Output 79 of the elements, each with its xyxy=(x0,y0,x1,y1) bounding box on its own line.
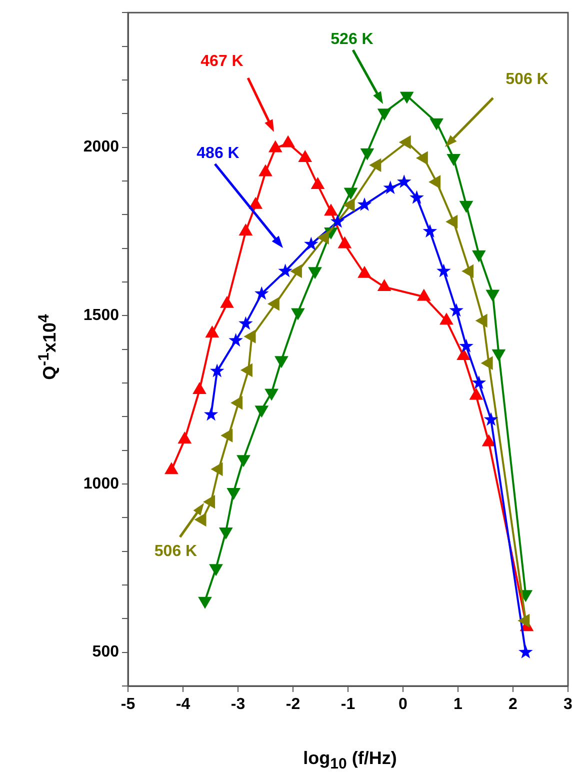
text: 506 K xyxy=(506,71,548,89)
text: 467 K xyxy=(200,53,244,71)
point xyxy=(249,198,262,209)
point xyxy=(430,176,441,188)
point xyxy=(400,136,411,148)
point xyxy=(204,407,218,421)
text: 486 K xyxy=(196,145,240,163)
point xyxy=(238,316,253,330)
point xyxy=(416,152,428,164)
point xyxy=(220,296,234,308)
point xyxy=(358,266,371,278)
point xyxy=(312,178,324,189)
point xyxy=(254,286,269,300)
point xyxy=(476,314,488,327)
point xyxy=(459,338,474,352)
point xyxy=(518,614,530,627)
point xyxy=(178,432,191,444)
point xyxy=(344,198,355,212)
point xyxy=(446,215,458,228)
point xyxy=(482,356,493,370)
point xyxy=(269,141,282,152)
point xyxy=(298,151,312,162)
point xyxy=(482,435,495,446)
point xyxy=(278,264,292,278)
point xyxy=(436,264,451,278)
point xyxy=(240,224,252,236)
point xyxy=(318,231,329,244)
x-tick-label: -1 xyxy=(340,696,356,714)
point xyxy=(396,174,412,188)
point xyxy=(470,388,482,400)
x-tick-label: 2 xyxy=(508,696,518,714)
point xyxy=(204,496,216,508)
point xyxy=(304,236,318,250)
point xyxy=(370,158,382,172)
y-tick-label: 2000 xyxy=(83,138,120,156)
x-axis-title: log$_{10}$ (f/Hz) xyxy=(303,748,397,773)
point xyxy=(410,190,424,204)
text: 526 K xyxy=(330,31,374,49)
x-tick-label: 3 xyxy=(564,696,573,714)
point xyxy=(222,429,233,442)
point xyxy=(440,314,453,325)
x-tick-label: -2 xyxy=(286,696,300,714)
point xyxy=(484,412,498,426)
point xyxy=(228,333,243,347)
point xyxy=(268,298,280,310)
point xyxy=(195,513,206,526)
point xyxy=(259,165,272,176)
point xyxy=(241,364,252,376)
x-tick-label: 0 xyxy=(398,696,408,714)
point xyxy=(206,326,218,338)
point xyxy=(383,180,398,194)
point xyxy=(210,364,224,378)
point xyxy=(324,204,338,216)
point xyxy=(518,644,533,658)
point xyxy=(472,375,486,390)
y-tick-label: 1500 xyxy=(83,307,120,324)
x-tick-label: -5 xyxy=(120,696,136,714)
point xyxy=(338,237,351,248)
point xyxy=(232,396,243,410)
point xyxy=(212,462,223,476)
point xyxy=(357,197,372,211)
point xyxy=(330,214,345,228)
x-tick-label: -4 xyxy=(176,696,190,714)
point xyxy=(457,349,470,360)
point xyxy=(378,280,390,292)
point xyxy=(462,264,474,278)
point xyxy=(244,330,256,343)
y-tick-label: 500 xyxy=(92,644,120,661)
point xyxy=(282,136,294,148)
point xyxy=(418,290,430,301)
point xyxy=(165,463,178,474)
point xyxy=(422,224,438,238)
point xyxy=(290,264,302,278)
annotation: 506 K xyxy=(154,543,198,562)
y-tick-label: 1000 xyxy=(83,475,120,492)
point xyxy=(193,383,206,394)
point xyxy=(449,303,464,317)
x-tick-label: 1 xyxy=(454,696,463,714)
x-tick-label: -3 xyxy=(230,696,246,714)
